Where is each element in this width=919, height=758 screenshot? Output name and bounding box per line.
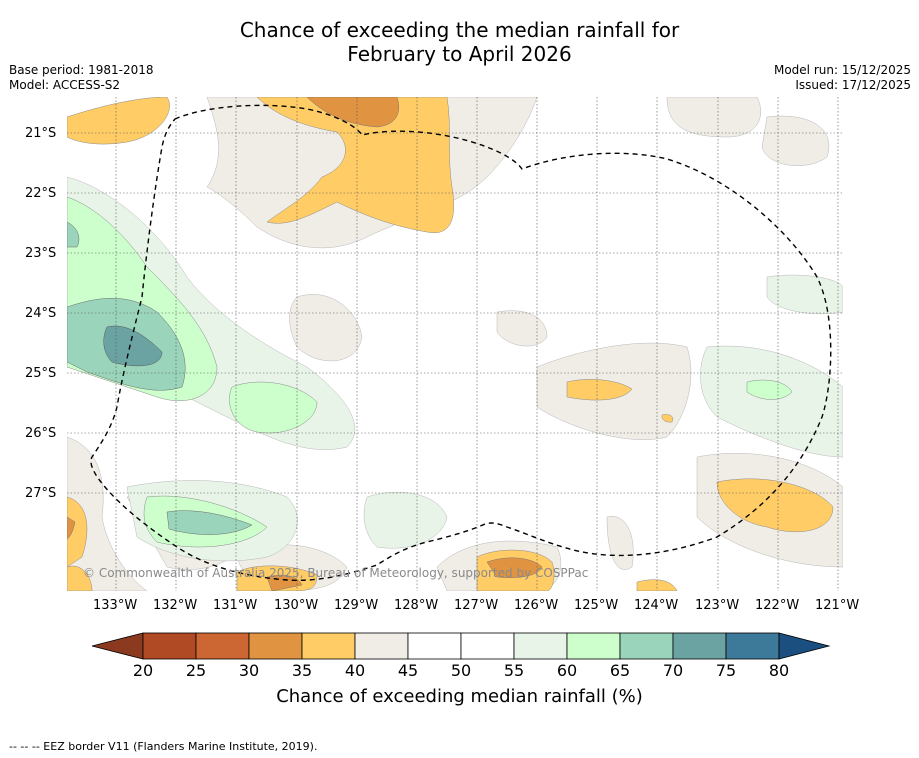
colorbar-tick-70: 70 [662,661,684,680]
colorbar-extend-low [91,632,144,660]
issued-text: Issued: 17/12/2025 [795,78,911,92]
colorbar-tick-35: 35 [291,661,313,680]
band-70-75 [103,325,163,367]
meta-right: Model run: 15/12/2025 Issued: 17/12/2025 [774,63,911,93]
lon-label-133w: 133°W [93,598,138,613]
colorbar-tick-40: 40 [344,661,366,680]
lon-label-125w: 125°W [574,598,619,613]
lon-label-130w: 130°W [274,598,319,613]
lon-label-123w: 123°W [695,598,740,613]
lat-label-24s: 24°S [25,306,57,321]
eez-footnote: -- -- -- EEZ border V11 (Flanders Marine… [9,740,318,753]
colorbar-tick-45: 45 [397,661,419,680]
colorbar-cell [513,632,568,660]
rainfall-map [67,97,843,591]
colorbar-extend-high [778,632,831,660]
colorbar-tick-65: 65 [609,661,631,680]
colorbar-cell [195,632,250,660]
band-30-35 [67,97,543,591]
colorbar-tick-75: 75 [715,661,737,680]
lon-label-131w: 131°W [213,598,258,613]
colorbar-cell [301,632,356,660]
lat-label-22s: 22°S [25,186,57,201]
lon-label-121w: 121°W [815,598,860,613]
colorbar [91,632,831,660]
colorbar-tick-60: 60 [556,661,578,680]
colorbar-cell [460,632,515,660]
base-period-text: Base period: 1981-2018 [9,63,154,77]
colorbar-cell [619,632,674,660]
colorbar-tick-50: 50 [450,661,472,680]
lat-label-27s: 27°S [25,486,57,501]
colorbar-cell [354,632,409,660]
colorbar-tick-55: 55 [503,661,525,680]
lat-label-23s: 23°S [25,246,57,261]
colorbar-tick-80: 80 [768,661,790,680]
model-text: Model: ACCESS-S2 [9,78,121,92]
colorbar-tick-30: 30 [238,661,260,680]
lon-label-129w: 129°W [334,598,379,613]
colorbar-title: Chance of exceeding median rainfall (%) [276,686,643,707]
title-line-1: Chance of exceeding the median rainfall … [239,18,680,42]
lon-label-126w: 126°W [514,598,559,613]
title-line-2: February to April 2026 [347,42,572,66]
model-run-text: Model run: 15/12/2025 [773,63,911,77]
colorbar-tick-25: 25 [185,661,207,680]
map-title: Chance of exceeding the median rainfall … [0,18,919,66]
colorbar-cells [91,632,831,660]
lon-label-128w: 128°W [394,598,439,613]
colorbar-cell [725,632,780,660]
colorbar-cell [142,632,197,660]
colorbar-cell [407,632,462,660]
colorbar-cell [672,632,727,660]
colorbar-tick-20: 20 [132,661,154,680]
lon-label-127w: 127°W [454,598,499,613]
colorbar-cell [566,632,621,660]
copyright-text: © Commonwealth of Australia 2025, Bureau… [83,566,589,580]
map-area [67,97,843,591]
colorbar-cell [248,632,303,660]
lon-label-132w: 132°W [153,598,198,613]
lat-label-26s: 26°S [25,426,57,441]
lat-label-21s: 21°S [25,126,57,141]
meta-left: Base period: 1981-2018 Model: ACCESS-S2 [9,63,154,93]
lon-label-122w: 122°W [755,598,800,613]
lon-label-124w: 124°W [634,598,679,613]
lat-label-25s: 25°S [25,366,57,381]
